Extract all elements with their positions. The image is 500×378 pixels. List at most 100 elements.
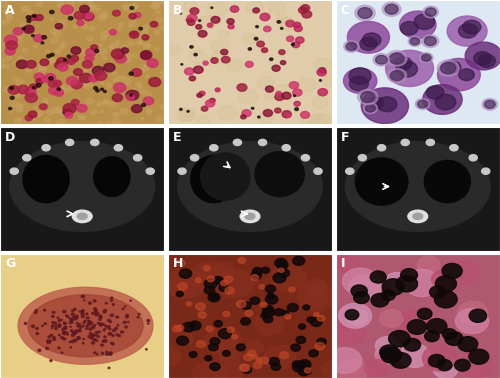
Circle shape — [6, 14, 12, 19]
Circle shape — [6, 56, 12, 60]
Circle shape — [91, 334, 94, 336]
Circle shape — [422, 54, 431, 61]
Circle shape — [390, 71, 404, 81]
Circle shape — [14, 61, 19, 65]
Circle shape — [133, 16, 136, 19]
Circle shape — [482, 99, 498, 110]
Circle shape — [115, 54, 126, 63]
Circle shape — [307, 317, 314, 323]
Circle shape — [246, 61, 253, 67]
Circle shape — [110, 342, 112, 344]
Circle shape — [232, 335, 237, 339]
Circle shape — [160, 27, 164, 30]
Circle shape — [346, 168, 354, 174]
Circle shape — [179, 108, 196, 121]
Circle shape — [69, 321, 72, 324]
Text: F: F — [340, 130, 349, 144]
Circle shape — [214, 277, 222, 282]
Circle shape — [211, 58, 218, 63]
Circle shape — [64, 327, 66, 329]
Circle shape — [246, 1, 264, 14]
Circle shape — [426, 86, 444, 99]
Circle shape — [26, 68, 31, 72]
Circle shape — [176, 260, 185, 266]
Circle shape — [331, 307, 362, 330]
Text: G: G — [5, 257, 15, 270]
Circle shape — [242, 110, 251, 117]
Circle shape — [124, 5, 132, 11]
Circle shape — [138, 35, 143, 39]
Circle shape — [10, 101, 18, 107]
Circle shape — [126, 314, 128, 316]
Circle shape — [71, 340, 74, 342]
Circle shape — [64, 322, 65, 323]
Circle shape — [286, 113, 291, 117]
Circle shape — [100, 13, 108, 19]
Circle shape — [42, 36, 46, 39]
Circle shape — [114, 145, 122, 151]
Circle shape — [22, 91, 28, 96]
Circle shape — [34, 73, 44, 81]
Circle shape — [177, 108, 194, 121]
Circle shape — [376, 55, 387, 64]
Circle shape — [262, 267, 270, 273]
Circle shape — [128, 25, 132, 28]
Circle shape — [75, 330, 78, 333]
Circle shape — [100, 316, 102, 318]
Circle shape — [74, 308, 76, 310]
Circle shape — [48, 86, 60, 94]
Circle shape — [358, 8, 372, 19]
Circle shape — [83, 322, 85, 324]
Circle shape — [35, 3, 38, 6]
Circle shape — [58, 325, 61, 327]
Ellipse shape — [28, 295, 143, 357]
Circle shape — [104, 328, 106, 330]
Circle shape — [128, 41, 134, 46]
Circle shape — [70, 107, 75, 112]
Circle shape — [103, 100, 110, 105]
Circle shape — [240, 364, 248, 371]
Circle shape — [203, 61, 208, 65]
Circle shape — [469, 309, 486, 322]
Circle shape — [46, 340, 48, 341]
Circle shape — [57, 88, 60, 90]
Circle shape — [248, 350, 256, 356]
Circle shape — [140, 52, 151, 60]
Circle shape — [13, 28, 22, 35]
Circle shape — [83, 50, 86, 52]
Circle shape — [36, 113, 40, 116]
Circle shape — [226, 59, 242, 71]
Circle shape — [136, 40, 142, 45]
Circle shape — [430, 286, 446, 298]
Circle shape — [92, 67, 104, 75]
Circle shape — [96, 334, 98, 335]
Circle shape — [280, 18, 296, 30]
Circle shape — [148, 93, 152, 96]
Circle shape — [58, 86, 66, 92]
Circle shape — [388, 68, 406, 83]
Circle shape — [34, 34, 43, 42]
Circle shape — [210, 293, 218, 299]
Circle shape — [206, 100, 214, 107]
Circle shape — [456, 308, 488, 333]
Circle shape — [157, 0, 164, 4]
Ellipse shape — [191, 155, 237, 203]
Circle shape — [275, 93, 284, 101]
Circle shape — [289, 82, 298, 89]
Circle shape — [132, 105, 142, 113]
Circle shape — [380, 345, 399, 359]
Circle shape — [257, 76, 274, 89]
Circle shape — [211, 7, 213, 8]
Circle shape — [130, 94, 132, 96]
Circle shape — [200, 16, 217, 29]
Circle shape — [98, 331, 100, 333]
Circle shape — [73, 25, 77, 28]
Circle shape — [38, 67, 42, 70]
Circle shape — [355, 5, 375, 21]
Circle shape — [146, 108, 152, 113]
Ellipse shape — [255, 152, 304, 197]
Circle shape — [72, 334, 74, 336]
Circle shape — [61, 42, 66, 46]
Circle shape — [384, 273, 409, 291]
Circle shape — [92, 342, 94, 344]
